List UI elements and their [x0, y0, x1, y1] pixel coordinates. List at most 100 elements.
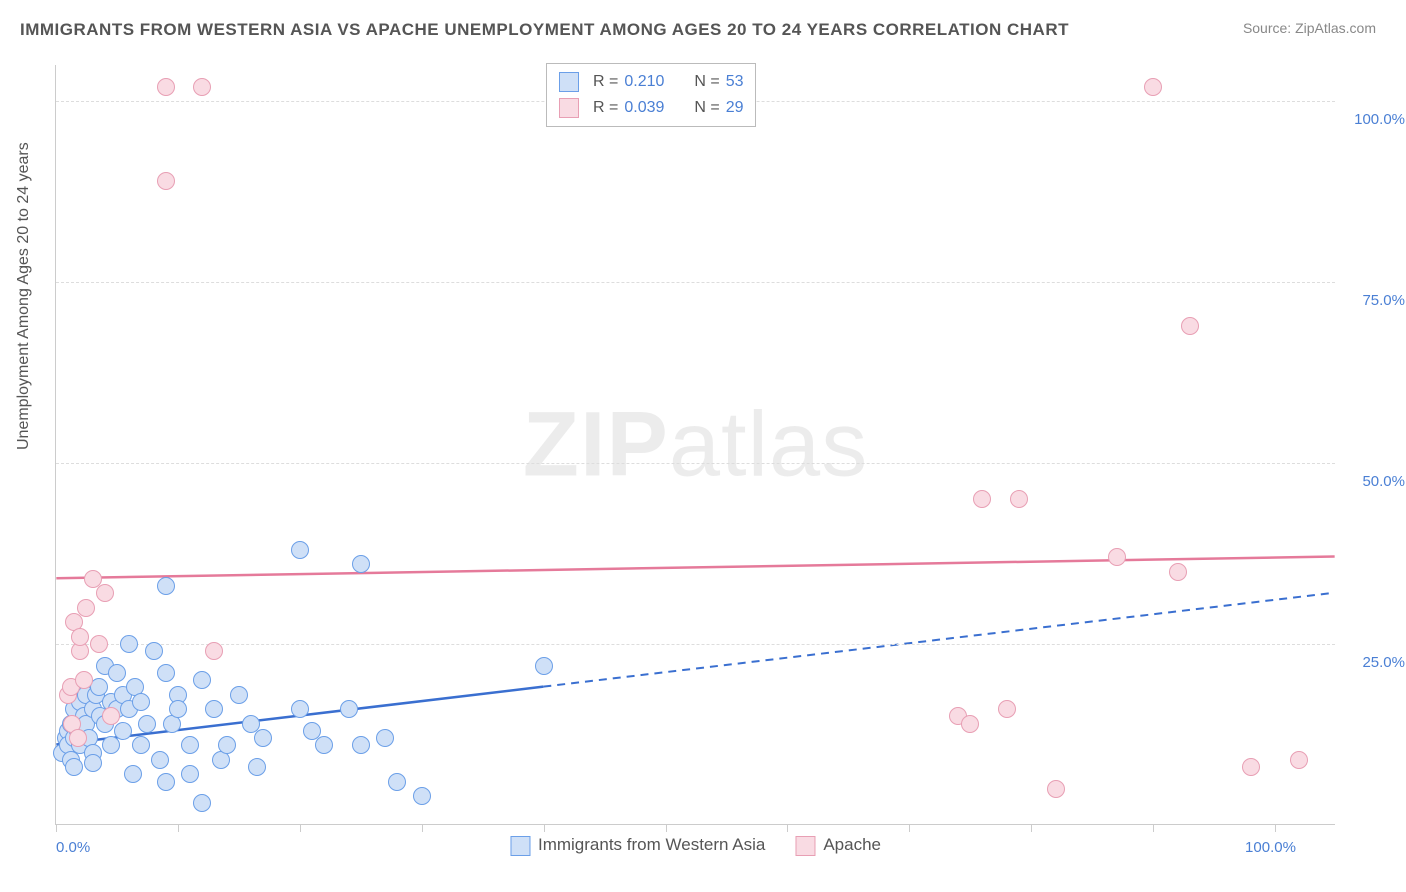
data-point: [1108, 548, 1126, 566]
data-point: [132, 736, 150, 754]
data-point: [248, 758, 266, 776]
x-tick: [544, 824, 545, 832]
data-point: [84, 754, 102, 772]
legend-N-value: 53: [726, 69, 744, 95]
data-point: [71, 628, 89, 646]
data-point: [1047, 780, 1065, 798]
legend-R-label: R =: [593, 95, 618, 121]
data-point: [169, 700, 187, 718]
legend-label: Apache: [823, 835, 881, 854]
chart-source: Source: ZipAtlas.com: [1243, 20, 1376, 36]
data-point: [157, 78, 175, 96]
data-point: [193, 794, 211, 812]
data-point: [90, 635, 108, 653]
legend-series: Immigrants from Western Asia Apache: [510, 835, 881, 856]
data-point: [114, 722, 132, 740]
data-point: [138, 715, 156, 733]
legend-item: Apache: [795, 835, 881, 856]
data-point: [69, 729, 87, 747]
legend-label: Immigrants from Western Asia: [538, 835, 765, 854]
watermark: ZIPatlas: [523, 392, 868, 497]
y-tick-label: 50.0%: [1362, 473, 1405, 490]
data-point: [120, 635, 138, 653]
data-point: [218, 736, 236, 754]
y-tick-label: 75.0%: [1362, 292, 1405, 309]
grid-line: [56, 644, 1335, 645]
data-point: [157, 664, 175, 682]
x-tick: [300, 824, 301, 832]
data-point: [535, 657, 553, 675]
data-point: [65, 758, 83, 776]
data-point: [205, 700, 223, 718]
data-point: [388, 773, 406, 791]
data-point: [413, 787, 431, 805]
data-point: [291, 700, 309, 718]
data-point: [193, 78, 211, 96]
y-axis-title: Unemployment Among Ages 20 to 24 years: [15, 142, 33, 450]
data-point: [102, 736, 120, 754]
data-point: [1290, 751, 1308, 769]
data-point: [315, 736, 333, 754]
data-point: [291, 541, 309, 559]
legend-correlation: R = 0.210 N = 53 R = 0.039 N = 29: [546, 63, 756, 127]
data-point: [96, 584, 114, 602]
data-point: [151, 751, 169, 769]
data-point: [376, 729, 394, 747]
data-point: [352, 736, 370, 754]
x-tick: [1153, 824, 1154, 832]
data-point: [102, 707, 120, 725]
data-point: [1181, 317, 1199, 335]
x-tick: [909, 824, 910, 832]
data-point: [193, 671, 211, 689]
legend-swatch: [559, 72, 579, 92]
x-tick-label: 100.0%: [1245, 839, 1296, 856]
legend-N-label: N =: [694, 69, 719, 95]
data-point: [157, 172, 175, 190]
trend-lines: [56, 65, 1335, 824]
grid-line: [56, 463, 1335, 464]
legend-swatch: [510, 836, 530, 856]
x-tick: [787, 824, 788, 832]
data-point: [1144, 78, 1162, 96]
x-tick: [56, 824, 57, 832]
data-point: [352, 555, 370, 573]
y-tick-label: 100.0%: [1354, 111, 1405, 128]
data-point: [124, 765, 142, 783]
x-tick: [1031, 824, 1032, 832]
x-tick: [1275, 824, 1276, 832]
data-point: [181, 736, 199, 754]
legend-row: R = 0.210 N = 53: [559, 69, 743, 95]
legend-swatch: [795, 836, 815, 856]
data-point: [145, 642, 163, 660]
x-tick: [422, 824, 423, 832]
data-point: [108, 664, 126, 682]
data-point: [998, 700, 1016, 718]
chart-title: IMMIGRANTS FROM WESTERN ASIA VS APACHE U…: [20, 20, 1069, 40]
legend-R-label: R =: [593, 69, 618, 95]
legend-N-label: N =: [694, 95, 719, 121]
data-point: [230, 686, 248, 704]
legend-item: Immigrants from Western Asia: [510, 835, 765, 856]
legend-N-value: 29: [726, 95, 744, 121]
data-point: [181, 765, 199, 783]
legend-row: R = 0.039 N = 29: [559, 95, 743, 121]
data-point: [340, 700, 358, 718]
data-point: [961, 715, 979, 733]
data-point: [1010, 490, 1028, 508]
data-point: [1169, 563, 1187, 581]
data-point: [77, 599, 95, 617]
x-tick: [666, 824, 667, 832]
plot-area: ZIPatlas 25.0%50.0%75.0%100.0%0.0%100.0%…: [55, 65, 1335, 825]
data-point: [205, 642, 223, 660]
x-tick: [178, 824, 179, 832]
data-point: [973, 490, 991, 508]
data-point: [254, 729, 272, 747]
grid-line: [56, 282, 1335, 283]
legend-R-value: 0.210: [624, 69, 676, 95]
legend-R-value: 0.039: [624, 95, 676, 121]
x-tick-label: 0.0%: [56, 839, 90, 856]
legend-swatch: [559, 98, 579, 118]
y-tick-label: 25.0%: [1362, 654, 1405, 671]
data-point: [157, 773, 175, 791]
data-point: [132, 693, 150, 711]
